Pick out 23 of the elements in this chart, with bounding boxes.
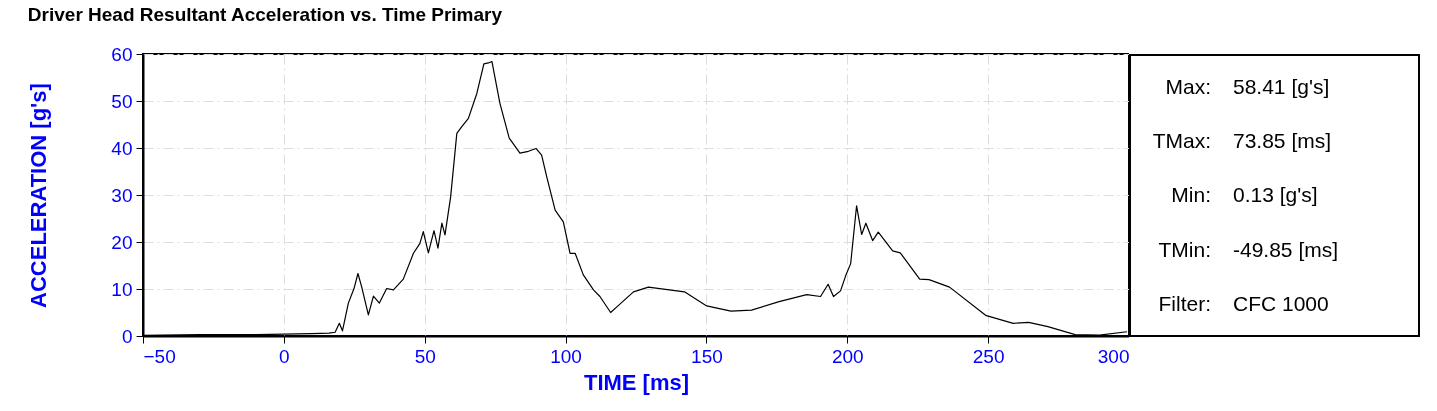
- y-tick-label: 50: [111, 90, 133, 112]
- chart-title: Driver Head Resultant Acceleration vs. Time Primary: [27, 4, 503, 25]
- x-tick-label: 250: [972, 345, 1005, 367]
- x-tick-label: 200: [831, 345, 864, 367]
- y-axis-title: ACCELERATION [g's]: [26, 83, 52, 308]
- x-tick-label: 300: [1097, 345, 1130, 367]
- text: TMin: -49.85 [ms]: [1157, 237, 1340, 262]
- x-tick-label: 150: [691, 345, 723, 367]
- text: TMax: 73.85 [ms]: [1151, 129, 1333, 154]
- text: Min: 0.13 [g's]: [1170, 183, 1319, 208]
- x-tick-label: 50: [414, 345, 436, 367]
- x-tick-label: −50: [143, 345, 176, 367]
- x-tick-label: 100: [550, 345, 582, 367]
- x-axis-title: TIME [ms]: [583, 369, 690, 395]
- x-tick-label: 0: [279, 345, 290, 367]
- y-tick-label: 30: [111, 184, 133, 206]
- text: Max: 58.41 [g's]: [1164, 75, 1331, 100]
- y-tick-label: 20: [111, 231, 133, 253]
- y-tick-label: 0: [121, 325, 133, 347]
- y-tick-label: 10: [111, 278, 133, 300]
- text: Filter: CFC 1000: [1157, 291, 1330, 316]
- y-tick-label: 40: [111, 137, 133, 159]
- y-tick-label: 60: [111, 43, 133, 65]
